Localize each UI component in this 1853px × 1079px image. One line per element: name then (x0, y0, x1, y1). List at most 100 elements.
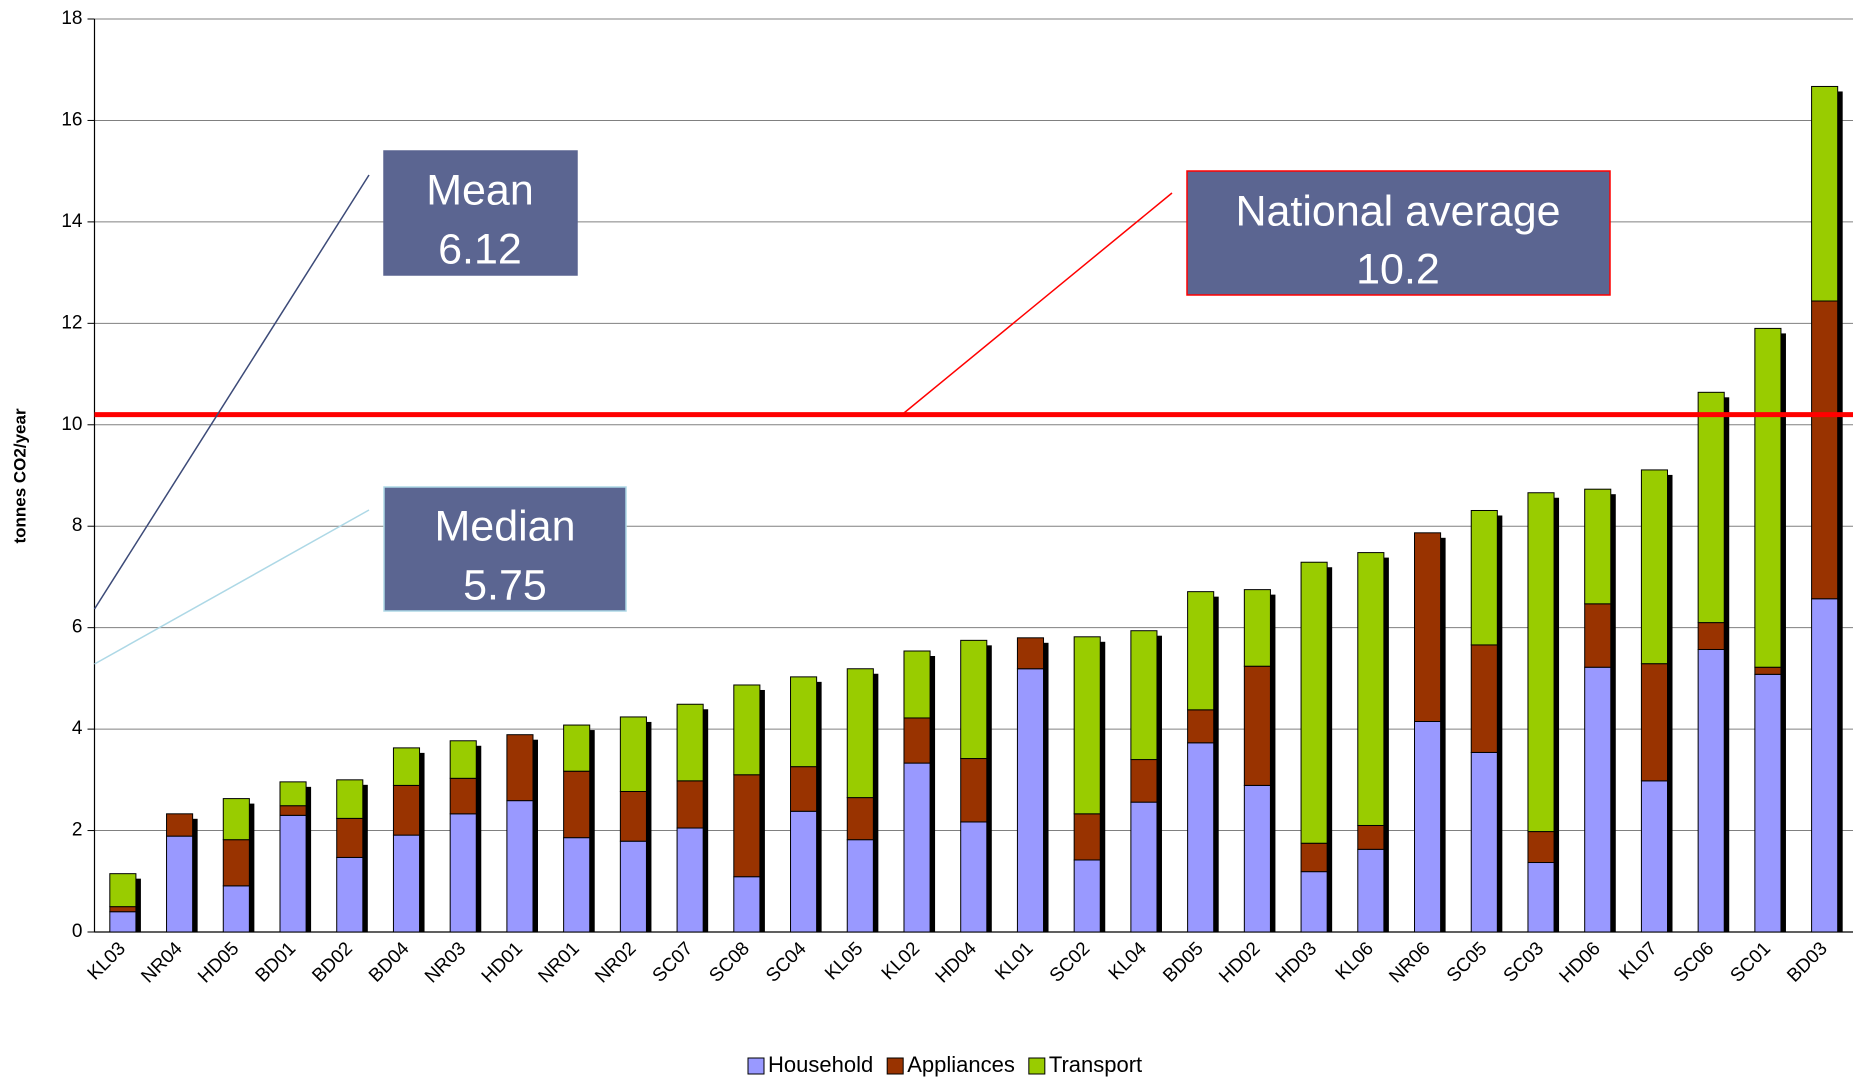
bar-segment (1527, 862, 1555, 933)
bar-segment (563, 724, 591, 772)
x-tick-label: BD02 (308, 938, 356, 986)
bar-segment (1243, 589, 1271, 667)
x-tick-label: BD01 (252, 938, 300, 986)
y-tick-label: 0 (72, 921, 83, 942)
bar-segment (1073, 636, 1101, 815)
bar-segment (1187, 742, 1215, 933)
bar-segment (166, 835, 194, 933)
bar-segment (1016, 637, 1045, 670)
bar-segment (1414, 721, 1442, 933)
x-tick-label: NR01 (535, 938, 584, 987)
bar-segment (1357, 824, 1385, 850)
bar-segment (506, 800, 534, 933)
bar-segment (222, 839, 250, 887)
x-tick-label: HD03 (1272, 938, 1321, 987)
y-tick-label: 2 (72, 820, 83, 841)
bar-segment (1130, 759, 1158, 803)
x-tick-label: BD03 (1783, 938, 1831, 986)
bar-segment (1584, 666, 1612, 933)
annotation-label: Mean (426, 166, 534, 214)
bar-segment (109, 911, 137, 933)
y-tick-label: 14 (61, 211, 83, 232)
bar-segment (676, 703, 704, 782)
x-tick-label: HD01 (478, 938, 527, 987)
bar-segment (1640, 663, 1669, 782)
x-tick-label: NR06 (1385, 938, 1434, 987)
x-tick-label: KL04 (1105, 938, 1152, 985)
y-tick-label: 6 (72, 617, 83, 638)
bar-segment (1357, 848, 1385, 933)
bar-segment (279, 781, 307, 807)
bar-segment (1016, 668, 1045, 933)
bar-segment (449, 777, 477, 815)
bar-segment (1357, 552, 1385, 826)
bar-segment (279, 805, 307, 816)
bar-segment (392, 784, 421, 836)
bar-segment (903, 650, 931, 719)
bar-segment (733, 876, 761, 933)
callout-box (383, 150, 578, 276)
bar-segment (336, 779, 364, 819)
bar-segment (1584, 603, 1612, 668)
legend-label: Transport (1049, 1052, 1142, 1077)
x-tick-label: SC05 (1443, 938, 1491, 986)
bar-segment (1414, 532, 1442, 723)
x-tick-label: KL02 (878, 938, 924, 984)
x-tick-label: NR02 (591, 938, 640, 987)
bar-segment (1584, 488, 1612, 605)
y-tick-label: 8 (72, 515, 83, 536)
bar-segment (960, 639, 988, 760)
x-tick-label: KL03 (84, 938, 130, 984)
x-tick-label: BD04 (365, 938, 414, 987)
bar-segment (846, 797, 874, 841)
bar-segment (1754, 673, 1782, 933)
bar-segment (279, 814, 307, 933)
bar-segment (1527, 492, 1555, 833)
bar-segment (960, 821, 988, 933)
x-tick-label: HD06 (1556, 938, 1605, 987)
callout-box (383, 486, 627, 612)
bar-segment (1470, 751, 1498, 933)
x-tick-label: KL01 (991, 938, 1037, 984)
bar-segment (222, 798, 250, 841)
y-tick-label: 12 (61, 312, 82, 333)
x-tick-label: NR04 (137, 938, 187, 988)
bar-segment (790, 810, 818, 933)
bar-segment (1243, 665, 1271, 786)
x-tick-label: HD02 (1215, 938, 1264, 987)
bar-segment (1754, 666, 1782, 675)
leader-line (94, 509, 370, 665)
bar-segment (392, 834, 421, 933)
bar-segment (1073, 813, 1101, 861)
bar-segment (1470, 509, 1498, 646)
bar-segment (1640, 780, 1669, 933)
leader-line (93, 174, 370, 610)
annotation-label: Median (434, 502, 575, 550)
reference-label: National average (1235, 187, 1560, 235)
bar-segment (1300, 561, 1328, 844)
y-tick-label: 18 (61, 8, 82, 29)
bar-segment (109, 873, 137, 908)
x-tick-label: SC08 (705, 938, 753, 986)
bar-segment (676, 780, 704, 829)
bar-segment (449, 740, 477, 779)
legend-swatch (747, 1057, 765, 1075)
bar-segment (903, 717, 931, 764)
x-tick-label: KL06 (1332, 938, 1378, 984)
bar-segment (903, 762, 931, 933)
bar-segment (676, 827, 704, 933)
x-tick-label: SC06 (1670, 938, 1718, 986)
bar-segment (1811, 300, 1839, 600)
x-tick-label: NR03 (421, 938, 470, 987)
bar-segment (336, 817, 364, 858)
bar-segment (166, 813, 194, 837)
bar-segment (392, 747, 421, 786)
legend-label: Appliances (907, 1052, 1015, 1077)
bar-segment (790, 766, 818, 812)
x-tick-label: KL07 (1615, 938, 1661, 984)
bar-segment (733, 684, 761, 776)
leader-line (901, 192, 1173, 416)
x-tick-label: HD05 (194, 938, 243, 987)
